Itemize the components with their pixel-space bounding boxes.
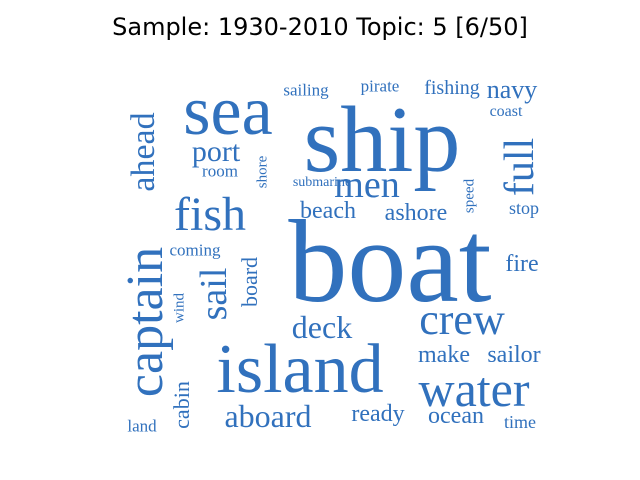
cloud-word-sea: sea: [183, 73, 273, 150]
cloud-word-ship: ship: [303, 88, 461, 192]
cloud-word-sail: sail: [193, 267, 235, 321]
cloud-word-beach: beach: [300, 198, 356, 224]
cloud-word-land: land: [127, 416, 157, 436]
cloud-word-room: room: [202, 161, 238, 181]
cloud-word-ahead: ahead: [125, 112, 162, 192]
cloud-word-port: port: [191, 135, 241, 168]
cloud-word-navy: navy: [486, 75, 538, 104]
cloud-word-stop: stop: [508, 198, 540, 218]
cloud-word-submarine: submarine: [292, 175, 352, 190]
cloud-word-full: full: [497, 137, 543, 197]
cloud-word-coming: coming: [169, 240, 221, 260]
cloud-word-water: water: [418, 361, 530, 417]
cloud-word-aboard: aboard: [224, 398, 312, 434]
cloud-word-fire: fire: [505, 251, 539, 277]
cloud-word-time: time: [504, 412, 536, 432]
cloud-word-crew: crew: [419, 295, 505, 344]
cloud-word-island: island: [216, 331, 384, 408]
cloud-word-sailing: sailing: [283, 80, 329, 100]
cloud-word-ready: ready: [351, 401, 405, 427]
cloud-word-deck: deck: [291, 309, 353, 345]
cloud-word-sailor: sailor: [487, 342, 541, 368]
page-title: Sample: 1930-2010 Topic: 5 [6/50]: [112, 13, 528, 41]
cloud-word-ocean: ocean: [428, 403, 484, 429]
cloud-word-fishing: fishing: [424, 77, 480, 99]
cloud-word-ashore: ashore: [384, 200, 448, 226]
cloud-word-men: men: [334, 164, 400, 206]
cloud-word-cabin: cabin: [169, 381, 194, 429]
cloud-word-wind: wind: [171, 293, 188, 323]
cloud-word-shore: shore: [254, 155, 271, 189]
cloud-word-captain: captain: [117, 246, 174, 398]
cloud-word-coast: coast: [489, 103, 523, 120]
cloud-word-fish: fish: [174, 188, 246, 241]
cloud-word-pirate: pirate: [360, 76, 400, 96]
cloud-word-board: board: [237, 256, 262, 308]
cloud-word-make: make: [418, 342, 470, 368]
cloud-word-speed: speed: [461, 178, 478, 214]
cloud-word-boat: boat: [288, 196, 492, 327]
